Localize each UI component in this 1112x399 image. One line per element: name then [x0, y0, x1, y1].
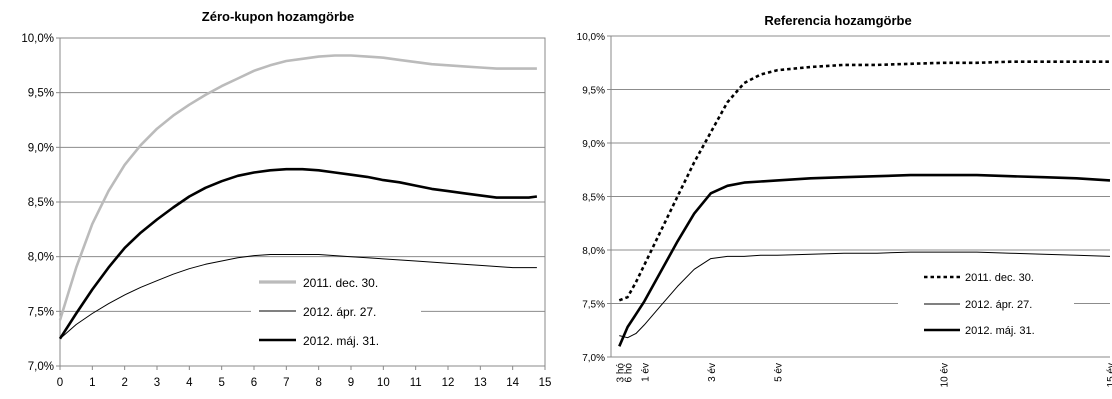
x-tick-label: 10 év: [940, 363, 951, 387]
series-line-2011-dec-30: [619, 62, 1110, 301]
x-tick-label: 3: [154, 377, 160, 389]
x-tick-label: 1: [89, 377, 95, 389]
y-tick-label: 9,5%: [582, 86, 605, 97]
legend-label-dec30: 2011. dec. 30.: [303, 276, 378, 290]
x-tick-label: 3 év: [707, 363, 718, 382]
y-tick-label: 7,5%: [28, 306, 54, 318]
x-tick-label: 6: [251, 377, 257, 389]
x-tick-label: 5: [218, 377, 224, 389]
legend-left: 2011. dec. 30. 2012. ápr. 27. 2012. máj.…: [251, 271, 421, 359]
y-tick-label: 10,0%: [21, 33, 54, 45]
legend-label-may31: 2012. máj. 31.: [303, 334, 379, 348]
x-tick-label: 9: [348, 377, 354, 389]
reference-chart: Referencia hozamgörbe 7,0% 7,5% 8,0% 8,5% 9,…: [577, 13, 1112, 387]
legend-label-may31-r: 2012. máj. 31.: [965, 325, 1035, 337]
y-tick-label: 10,0%: [577, 32, 605, 43]
y-tick-label: 7,0%: [582, 353, 605, 364]
x-tick-label: 15 év: [1106, 363, 1112, 387]
x-tick-label: 7: [283, 377, 289, 389]
y-tick-label: 7,0%: [28, 361, 54, 373]
y-tick-label: 9,0%: [582, 139, 605, 150]
x-tick-label: 15: [539, 377, 552, 389]
y-axis-left: 7,0% 7,5% 8,0% 8,5% 9,0% 9,5% 10,0%: [21, 33, 60, 373]
x-tick-label: 11: [410, 377, 422, 389]
x-tick-label: 1 év: [640, 363, 651, 382]
y-tick-label: 9,0%: [28, 142, 54, 154]
grid-right: [611, 36, 1110, 304]
x-tick-label: 6 hó: [624, 363, 635, 383]
x-axis-left: 0 1 2 3 4 5 6 7 8 9 10 11 12 13 14 15: [57, 366, 552, 389]
legend-label-apr27-r: 2012. ápr. 27.: [965, 299, 1032, 311]
x-tick-label: 14: [506, 377, 519, 389]
x-tick-label: 0: [57, 377, 63, 389]
x-tick-label: 2: [121, 377, 127, 389]
y-tick-label: 9,5%: [28, 88, 54, 100]
y-axis-right: 7,0% 7,5% 8,0% 8,5% 9,0% 9,5% 10,0%: [577, 32, 611, 364]
y-tick-label: 8,0%: [28, 252, 54, 264]
x-tick-label: 8: [315, 377, 321, 389]
chart-title-right: Referencia hozamgörbe: [764, 13, 911, 28]
x-tick-label: 5 év: [773, 363, 784, 382]
zero-coupon-chart: Zéro-kupon hozamgörbe 7,0% 7,5% 8,0% 8,5% 9,…: [21, 9, 551, 389]
chart-title-left: Zéro-kupon hozamgörbe: [202, 9, 354, 24]
y-tick-label: 8,5%: [582, 193, 605, 204]
legend-right: 2011. dec. 30. 2012. ápr. 27. 2012. máj.…: [898, 265, 1074, 341]
y-tick-label: 8,0%: [582, 246, 605, 257]
x-tick-label: 10: [377, 377, 390, 389]
y-tick-label: 7,5%: [582, 300, 605, 311]
legend-label-dec30-r: 2011. dec. 30.: [965, 272, 1034, 284]
x-tick-label: 13: [474, 377, 487, 389]
x-tick-label: 4: [186, 377, 193, 389]
x-axis-right: 3 hó6 hó 1 év 3 év 5 év 10 év 15 év: [615, 363, 1112, 388]
y-tick-label: 8,5%: [28, 197, 54, 209]
x-tick-label: 12: [442, 377, 455, 389]
legend-label-apr27: 2012. ápr. 27.: [303, 305, 376, 319]
